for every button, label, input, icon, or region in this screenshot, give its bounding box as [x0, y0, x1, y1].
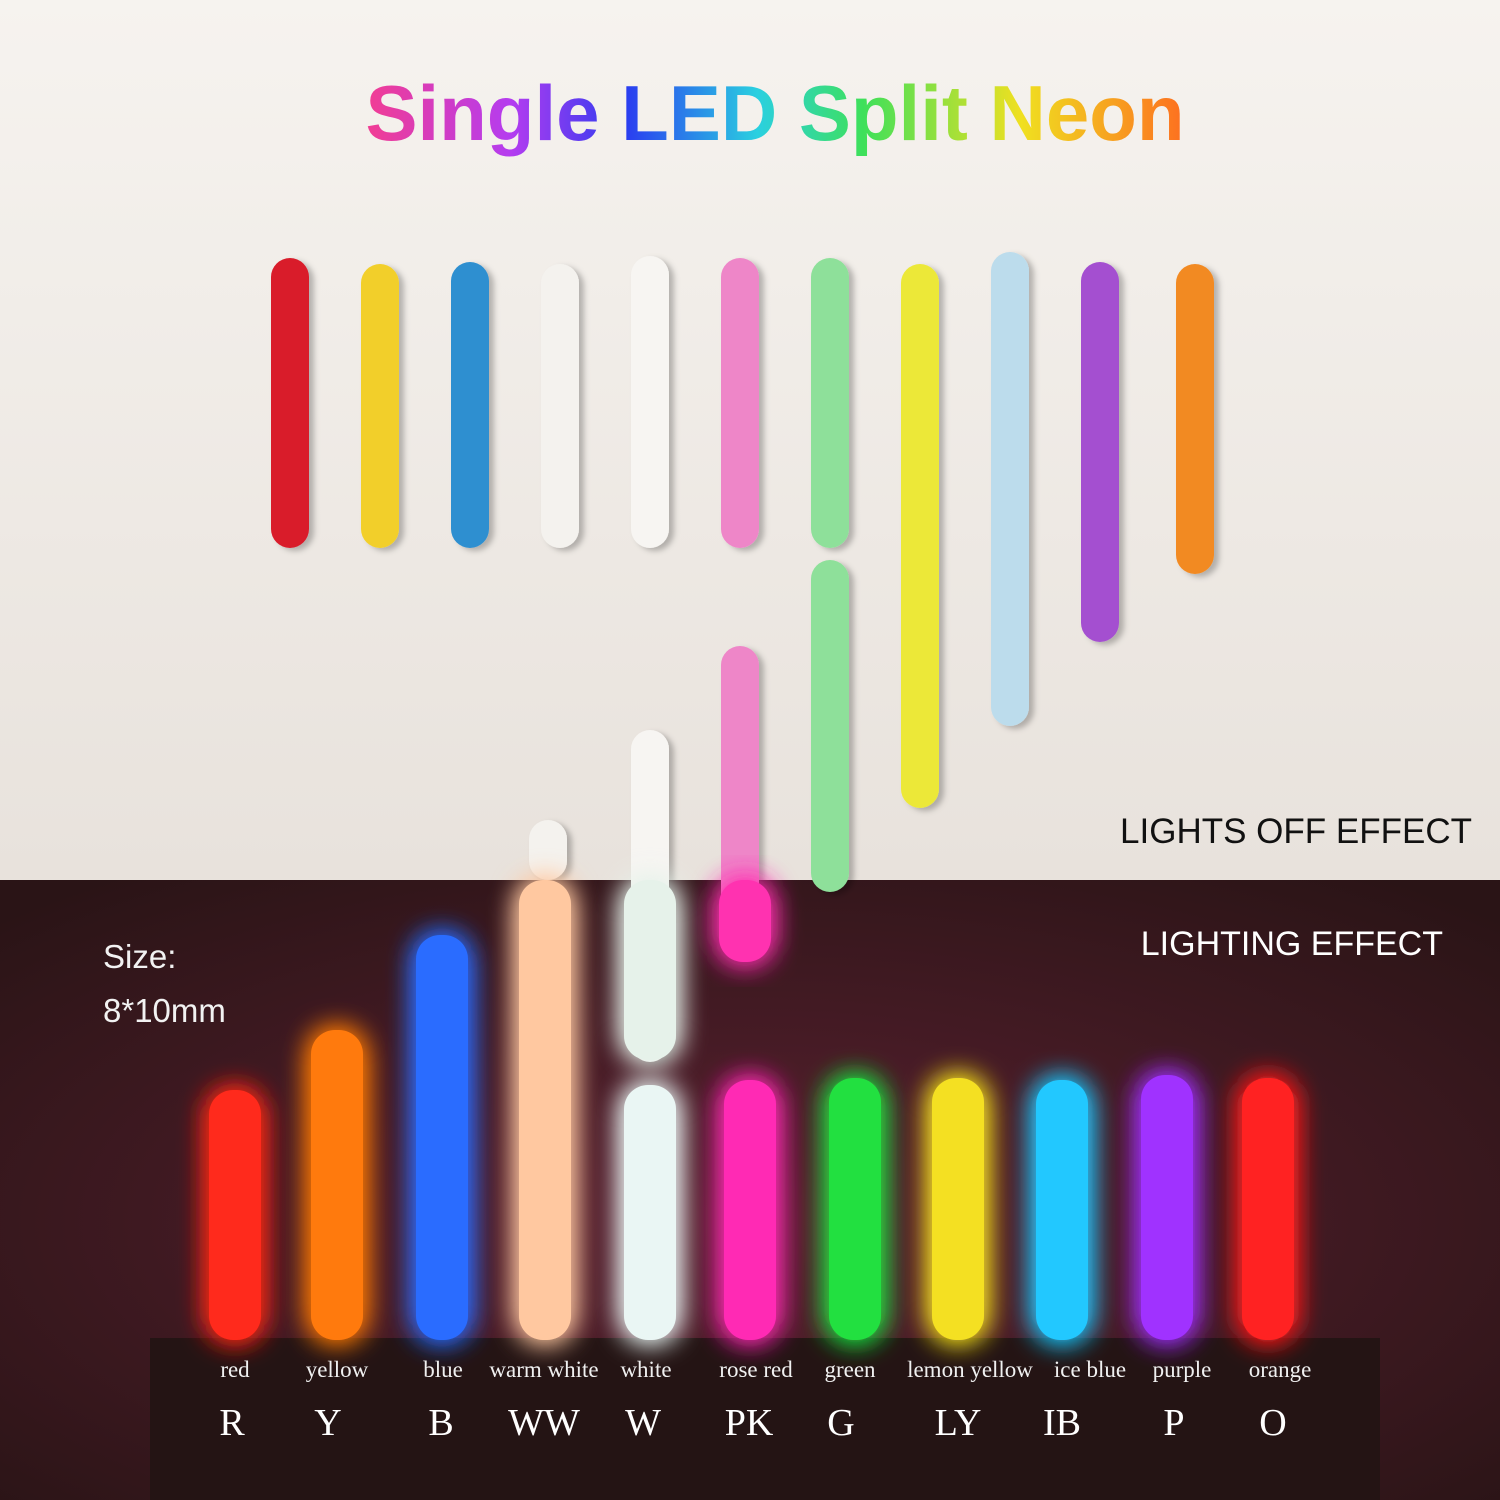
- lit-strip: [724, 1080, 776, 1340]
- color-code: PK: [725, 1402, 774, 1444]
- unlit-strip: [811, 258, 849, 548]
- color-name: white: [620, 1357, 671, 1382]
- unlit-strip: [541, 264, 579, 548]
- color-code: IB: [1043, 1402, 1081, 1444]
- lit-strip: [311, 1030, 363, 1340]
- lit-strip: [829, 1078, 881, 1340]
- lit-strip: [624, 1085, 676, 1340]
- color-code: LY: [935, 1402, 982, 1444]
- color-code: WW: [508, 1402, 580, 1444]
- size-value: 8*10mm: [103, 992, 226, 1029]
- color-name: green: [824, 1357, 876, 1382]
- color-name: lemon yellow: [907, 1357, 1033, 1382]
- unlit-strip: [451, 262, 489, 548]
- lit-strip: [624, 880, 676, 1060]
- lit-strip: [1141, 1075, 1193, 1340]
- unlit-strip: [1176, 264, 1214, 574]
- color-code: B: [428, 1402, 453, 1444]
- color-code: R: [219, 1402, 245, 1444]
- unlit-strip: [361, 264, 399, 548]
- unlit-strip: [991, 252, 1029, 726]
- color-name: red: [220, 1357, 250, 1382]
- lit-strip: [416, 935, 468, 1340]
- color-name: rose red: [719, 1357, 793, 1382]
- unlit-strips: [271, 252, 1214, 1062]
- color-code: O: [1259, 1402, 1286, 1444]
- color-name: orange: [1249, 1357, 1312, 1382]
- lit-strip: [519, 880, 571, 1340]
- size-label: Size:: [103, 938, 176, 975]
- lit-strip: [932, 1078, 984, 1340]
- lit-strip: [1036, 1080, 1088, 1340]
- color-name: blue: [423, 1357, 463, 1382]
- label-strip: [150, 1338, 1380, 1500]
- color-code: W: [625, 1402, 661, 1444]
- lit-strip: [1242, 1078, 1294, 1340]
- unlit-strip: [901, 264, 939, 808]
- unlit-strip: [1081, 262, 1119, 642]
- color-name: ice blue: [1054, 1357, 1126, 1382]
- unlit-strip: [721, 258, 759, 548]
- color-name: yellow: [306, 1357, 369, 1382]
- unlit-strip: [271, 258, 309, 548]
- lit-strip: [719, 880, 771, 962]
- unlit-strip: [631, 256, 669, 548]
- color-code: Y: [314, 1402, 341, 1444]
- color-name: purple: [1153, 1357, 1212, 1382]
- color-code: G: [827, 1402, 854, 1444]
- lit-strips: [209, 880, 1294, 1340]
- color-name: warm white: [489, 1357, 598, 1382]
- unlit-strip: [529, 820, 567, 880]
- lights-off-label: LIGHTS OFF EFFECT: [1120, 812, 1472, 851]
- title: Single LED Split Neon: [365, 69, 1184, 157]
- unlit-strip: [811, 560, 849, 892]
- color-code: P: [1163, 1402, 1184, 1444]
- lighting-label: LIGHTING EFFECT: [1141, 925, 1443, 963]
- lit-strip: [209, 1090, 261, 1340]
